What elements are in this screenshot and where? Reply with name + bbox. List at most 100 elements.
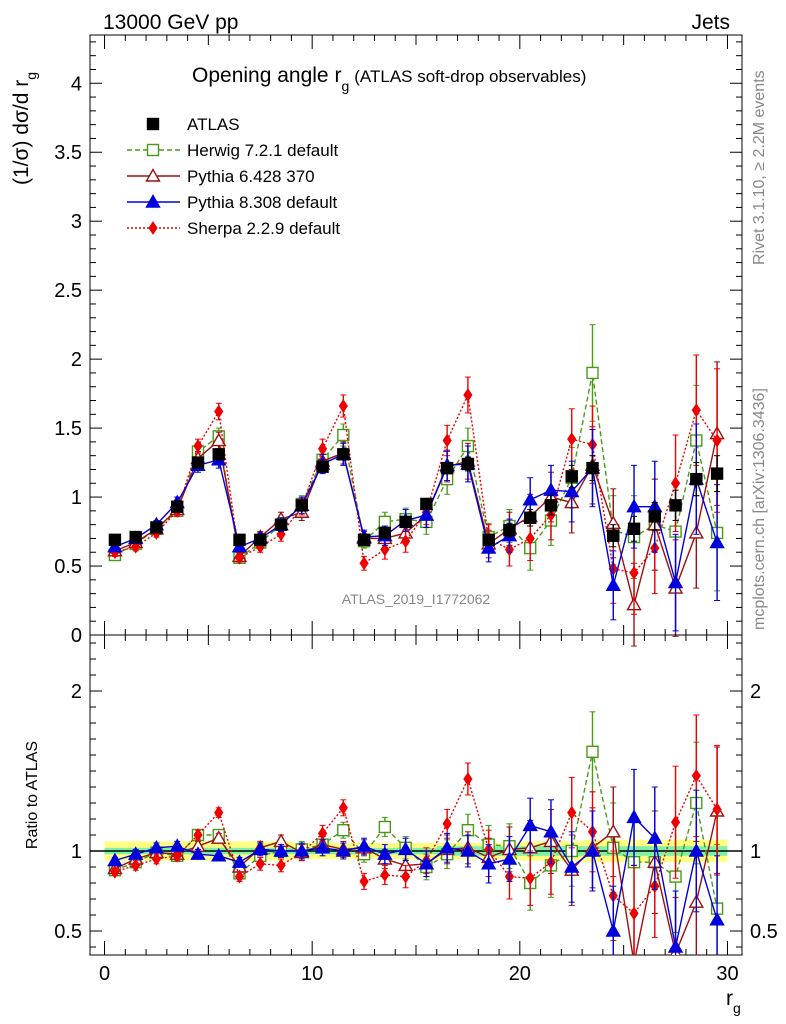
y-tick-label: 1 [71,487,82,509]
ratio-series [107,711,725,955]
data-point [399,515,412,529]
y-axis-label: (1/σ) dσ/d rg [10,72,39,185]
x-tick-label: 20 [509,963,531,985]
data-point [420,497,433,511]
ratio-data-point [151,852,162,866]
ratio-data-point [211,847,227,862]
data-point [274,518,288,531]
data-point [316,460,329,473]
ratio-data-point [335,843,352,857]
data-point [211,432,227,447]
ratio-data-point [709,911,725,926]
ratio-data-point [338,800,348,815]
data-point [605,577,621,592]
ratio-data-point [276,858,286,873]
legend-item-pythia6: Pythia 6.428 370 [127,167,315,186]
ratio-y-tick-label: 2 [71,681,82,703]
data-point [648,510,661,523]
y-axis-label-subscript: g [23,72,39,80]
ratio-data-point [667,939,684,953]
legend-label: Sherpa 2.2.9 default [187,219,340,238]
data-point [150,521,163,534]
data-point [338,399,348,413]
ratio-data-point [670,815,681,830]
main-panel: 00.511.522.533.54 Opening angle rg (ATLAS… [10,34,743,647]
mcplots-label: mcplots.cern.ch [arXiv:1306.3436] [751,388,768,630]
ratio-data-point [460,843,476,857]
data-point [442,433,452,448]
legend-label: Herwig 7.2.1 default [187,141,338,160]
legend-marker [145,194,161,208]
ratio-data-point [567,805,577,820]
x-axis-label: rg [726,987,741,1016]
ratio-data-point [273,843,289,857]
data-point [108,533,122,547]
legend-label: Pythia 6.428 370 [187,167,315,186]
data-point [565,470,578,483]
ratio-data-point [522,817,538,832]
y-tick-label: 4 [71,73,82,95]
ratio-data-point [231,854,248,868]
data-point [503,523,516,537]
series-line [114,372,718,559]
legend-marker [145,168,161,182]
ratio-data-point [190,846,206,860]
x-tick-label: 0 [99,963,110,985]
y-tick-label: 2 [71,349,82,371]
ratio-data-point [193,828,203,842]
ratio-data-point [401,869,411,884]
ratio-data-point [252,841,268,856]
data-point [691,403,701,418]
y-tick-label: 3 [71,211,82,233]
ratio-data-point [127,846,144,860]
ratio-data-point [211,830,227,844]
data-point [667,574,684,589]
legend-marker [146,117,160,131]
ratio-data-point [255,856,265,871]
data-point [337,448,350,461]
ratio-y-tick-label: 0.5 [54,921,82,943]
ratio-data-point [584,843,601,857]
data-point [359,556,369,571]
ratio-ticks: 0.5 0.51 12 20 10 20 30 [54,635,778,985]
ratio-series-pythia8 [107,768,725,955]
ratio-series-clipped [107,711,725,955]
plot-title-main: Opening angle r [192,64,341,87]
data-point [193,439,203,453]
ratio-data-point [131,858,141,873]
ratio-data-point [169,838,185,852]
y-tick-label: 0 [71,625,82,647]
data-point [129,530,142,544]
ratio-data-point [356,838,372,852]
ratio-data-point [439,839,455,854]
data-point [710,467,724,480]
ratio-data-point [377,846,393,860]
rivet-label: Rivet 3.1.10, ≥ 2.2M events [751,70,768,265]
series-sherpa [110,354,722,615]
ratio-data-point [397,841,414,856]
header-process: Jets [691,11,730,34]
ratio-data-point [314,839,331,854]
data-point [463,388,473,402]
y-tick-label: 2.5 [54,280,82,302]
data-point [564,483,580,498]
data-point [712,433,722,448]
series-line [114,392,718,574]
series-line [114,433,718,605]
ratio-data-point [294,843,310,857]
ratio-y-axis-label: Ratio to ATLAS [24,741,41,849]
data-point [629,566,639,580]
ratio-data-point [463,772,473,786]
data-point [586,366,599,380]
data-point [480,540,497,554]
data-point [670,476,681,491]
data-point [586,461,599,475]
data-point [607,529,620,542]
ratio-data-point [586,745,599,758]
ratio-data-point [629,906,639,921]
ratio-series-line [114,751,718,909]
data-point [357,533,371,547]
legend-item-pythia8: Pythia 8.308 default [127,193,338,212]
ratio-data-point [418,855,435,870]
